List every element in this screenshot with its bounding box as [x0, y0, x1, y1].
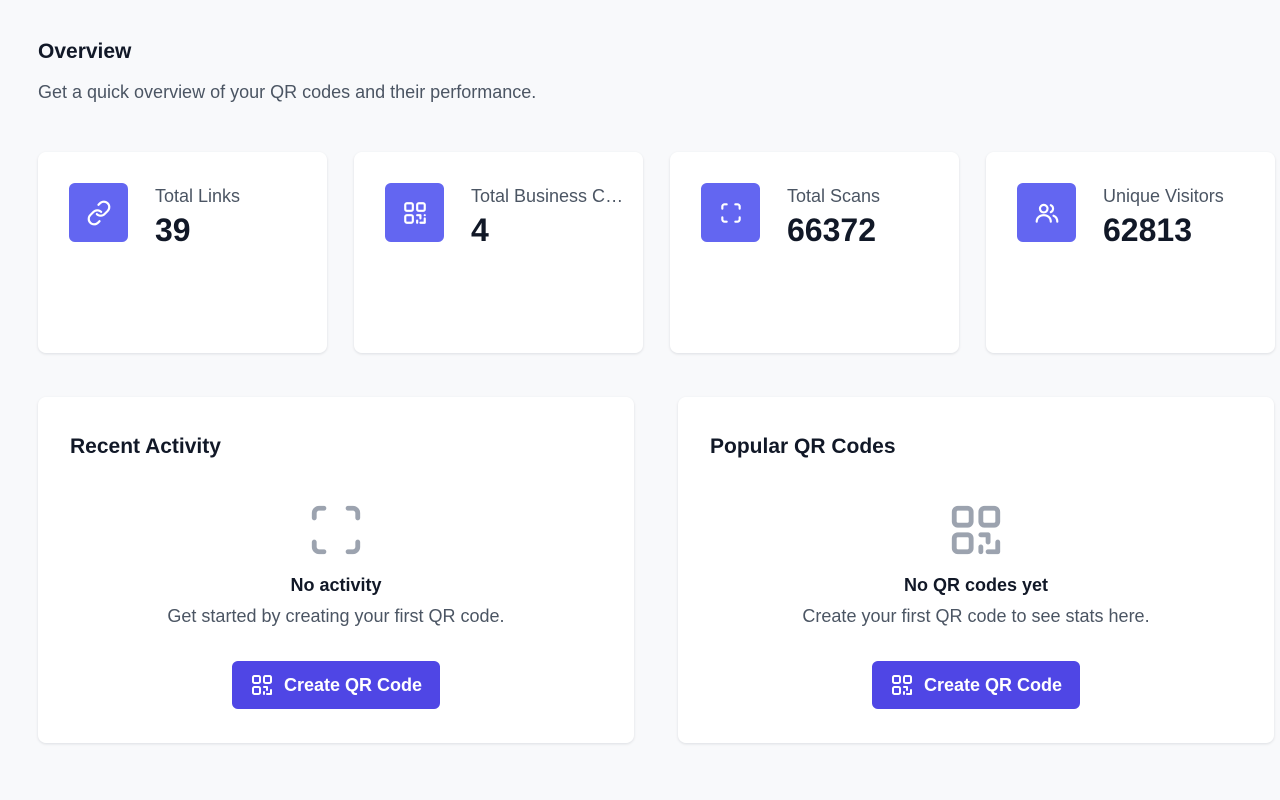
users-icon [1017, 183, 1076, 242]
scan-icon [311, 505, 361, 555]
stat-label: Total Business Cards [471, 186, 631, 206]
qr-code-icon [891, 675, 912, 695]
empty-heading: No activity [290, 575, 382, 595]
qr-code-icon [251, 675, 272, 695]
qr-code-icon [385, 183, 444, 242]
recent-activity-panel: Recent Activity No activity Get started … [38, 397, 634, 743]
stat-value: 4 [471, 212, 489, 248]
stat-value: 66372 [787, 212, 876, 248]
stat-value: 39 [155, 212, 191, 248]
create-qr-code-button[interactable]: Create QR Code [232, 661, 440, 709]
page-title: Overview [38, 40, 132, 63]
panel-title: Recent Activity [70, 435, 221, 458]
empty-state: No QR codes yet Create your first QR cod… [678, 501, 1274, 709]
empty-text: Get started by creating your first QR co… [167, 606, 505, 626]
scan-icon [701, 183, 760, 242]
button-label: Create QR Code [283, 674, 423, 695]
link-icon [69, 183, 128, 242]
create-qr-code-button[interactable]: Create QR Code [872, 661, 1080, 709]
page-subtitle: Get a quick overview of your QR codes an… [38, 82, 537, 102]
button-label: Create QR Code [923, 674, 1063, 695]
stat-card-unique-visitors: Unique Visitors 62813 [986, 152, 1275, 353]
panel-title: Popular QR Codes [710, 435, 896, 458]
stat-card-total-links: Total Links 39 [38, 152, 327, 353]
empty-state: No activity Get started by creating your… [38, 501, 634, 709]
empty-text: Create your first QR code to see stats h… [802, 606, 1150, 626]
empty-heading: No QR codes yet [903, 575, 1049, 595]
qr-code-icon [951, 505, 1001, 555]
stat-label: Unique Visitors [1103, 186, 1224, 206]
stat-card-total-business: Total Business Cards 4 [354, 152, 643, 353]
stat-value: 62813 [1103, 212, 1192, 248]
stat-card-total-scans: Total Scans 66372 [670, 152, 959, 353]
stat-label: Total Scans [787, 186, 881, 206]
stat-label: Total Links [155, 186, 241, 206]
popular-qr-codes-panel: Popular QR Codes No QR codes yet Create … [678, 397, 1274, 743]
